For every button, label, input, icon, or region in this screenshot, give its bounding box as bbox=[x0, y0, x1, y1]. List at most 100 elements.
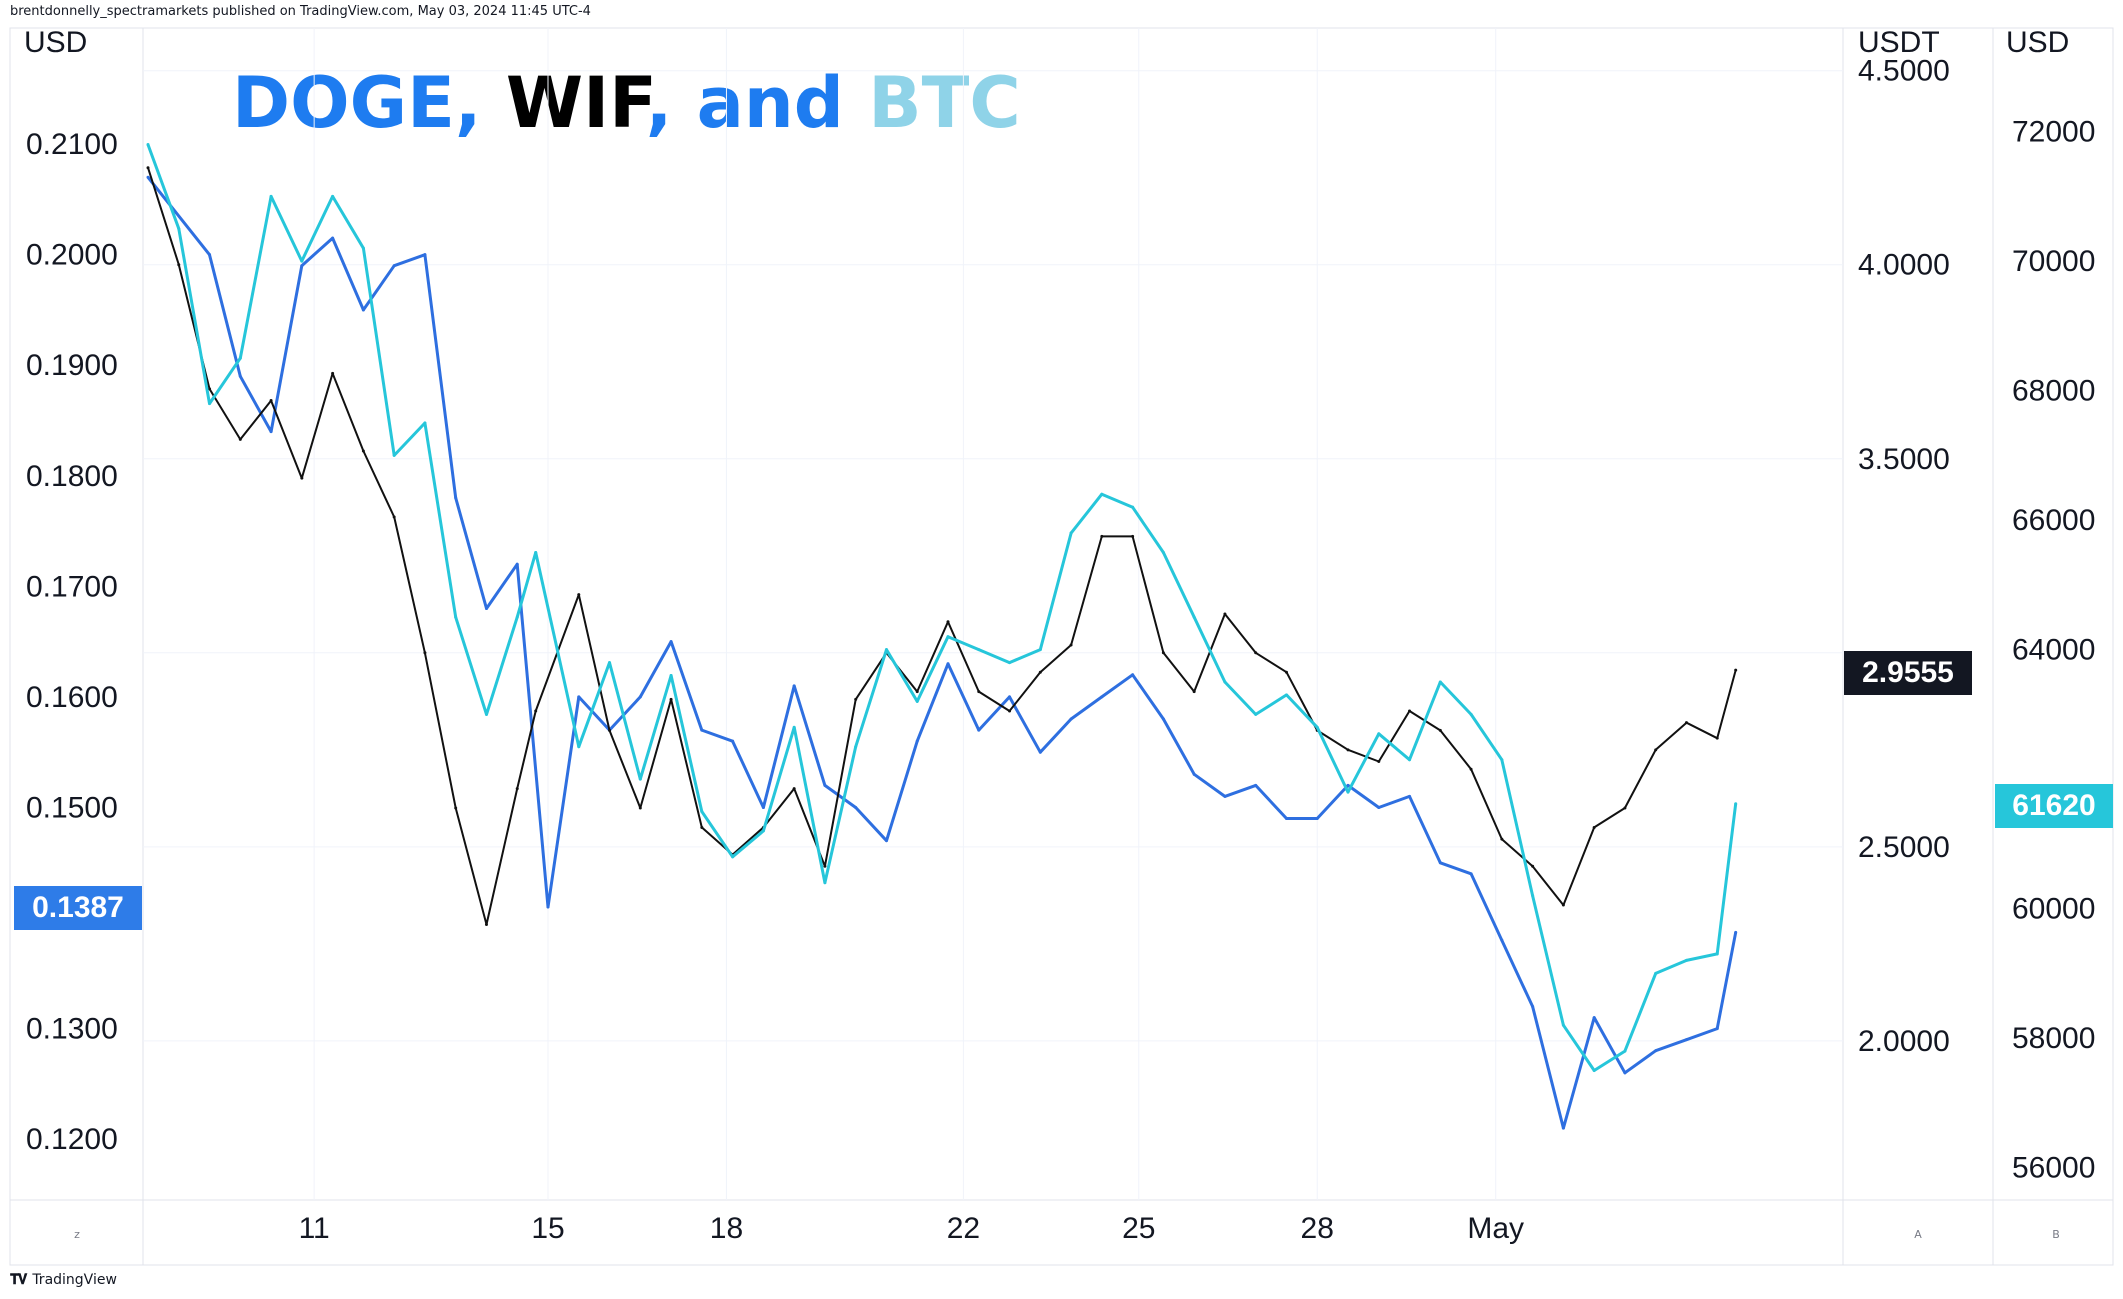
data-point-wif bbox=[361, 449, 365, 453]
data-point-doge bbox=[1500, 938, 1504, 942]
data-point-btc bbox=[1131, 505, 1135, 509]
mid-axis-tick-label: 2.5000 bbox=[1858, 831, 1950, 864]
data-point-wif bbox=[1438, 728, 1442, 732]
data-point-btc bbox=[577, 745, 581, 749]
data-point-doge bbox=[792, 684, 796, 688]
series-line-doge bbox=[146, 176, 1738, 1130]
data-point-doge bbox=[1192, 772, 1196, 776]
data-point-doge bbox=[208, 253, 212, 257]
data-point-wif bbox=[1038, 670, 1042, 674]
mid-axis-tick-label: 3.5000 bbox=[1858, 443, 1950, 476]
data-point-doge bbox=[1438, 861, 1442, 865]
data-point-btc bbox=[454, 615, 458, 619]
data-point-btc bbox=[1469, 712, 1473, 716]
data-point-btc bbox=[1561, 1023, 1565, 1027]
data-point-wif bbox=[823, 864, 827, 868]
data-point-doge bbox=[1284, 817, 1288, 821]
data-point-doge bbox=[1561, 1126, 1565, 1130]
chart-frame bbox=[9, 27, 2114, 1201]
data-point-btc bbox=[1715, 952, 1719, 956]
data-point-wif bbox=[1284, 670, 1288, 674]
data-point-doge bbox=[1684, 1038, 1688, 1042]
data-point-doge bbox=[577, 695, 581, 699]
data-point-doge bbox=[1069, 717, 1073, 721]
left-axis-tick-label: 0.1900 bbox=[26, 349, 118, 382]
data-point-btc bbox=[1038, 648, 1042, 652]
data-point-wif bbox=[331, 371, 335, 375]
footer-brand-label: TradingView bbox=[32, 1272, 117, 1288]
right-axis-tick-label: 70000 bbox=[2012, 245, 2095, 278]
data-point-wif bbox=[146, 166, 150, 170]
mid-scale-button[interactable]: A bbox=[1914, 1228, 1922, 1241]
doge-price-badge: 0.1387 bbox=[14, 886, 142, 930]
x-axis-tick-label: May bbox=[1467, 1212, 1524, 1245]
mid-axis-tick-label: 4.0000 bbox=[1858, 249, 1950, 282]
data-point-btc bbox=[1161, 550, 1165, 554]
data-point-btc bbox=[977, 648, 981, 652]
data-point-btc bbox=[238, 356, 242, 360]
data-point-wif bbox=[392, 515, 396, 519]
data-point-btc bbox=[1223, 680, 1227, 684]
right-axis-tick-label: 64000 bbox=[2012, 634, 2095, 667]
data-point-btc bbox=[331, 194, 335, 198]
btc-price-badge: 61620 bbox=[1995, 784, 2113, 828]
data-point-btc bbox=[1408, 758, 1412, 762]
data-point-doge bbox=[1100, 695, 1104, 699]
right-axis-tick-label: 58000 bbox=[2012, 1022, 2095, 1055]
data-point-doge bbox=[1131, 673, 1135, 677]
data-point-btc bbox=[1008, 661, 1012, 665]
data-point-wif bbox=[238, 437, 242, 441]
data-point-doge bbox=[1315, 817, 1319, 821]
data-point-doge bbox=[1469, 872, 1473, 876]
data-point-wif bbox=[1561, 903, 1565, 907]
data-point-wif bbox=[977, 690, 981, 694]
data-point-doge bbox=[823, 783, 827, 787]
left-axis-tick-label: 0.2000 bbox=[26, 239, 118, 272]
left-axis-tick-label: 0.1300 bbox=[26, 1013, 118, 1046]
data-point-btc bbox=[669, 674, 673, 678]
data-point-btc bbox=[392, 453, 396, 457]
title-part-0: DOGE bbox=[232, 62, 455, 144]
x-axis-tick-label: 18 bbox=[710, 1212, 743, 1245]
data-point-doge bbox=[546, 905, 550, 909]
data-point-doge bbox=[731, 739, 735, 743]
data-point-btc bbox=[731, 855, 735, 859]
data-point-wif bbox=[1684, 721, 1688, 725]
x-axis-tick-label: 28 bbox=[1301, 1212, 1334, 1245]
data-point-btc bbox=[884, 648, 888, 652]
data-point-btc bbox=[1654, 971, 1658, 975]
left-scale-button[interactable]: z bbox=[74, 1228, 80, 1241]
data-point-doge bbox=[1346, 783, 1350, 787]
data-point-wif bbox=[454, 806, 458, 810]
data-point-btc bbox=[638, 777, 642, 781]
right-scale-button[interactable]: B bbox=[2052, 1228, 2060, 1241]
outer-frame bbox=[9, 27, 2114, 1266]
data-point-wif bbox=[1100, 534, 1104, 538]
x-axis-tick-label: 11 bbox=[299, 1212, 330, 1245]
data-point-doge bbox=[1223, 794, 1227, 798]
data-point-doge bbox=[915, 739, 919, 743]
data-point-doge bbox=[269, 430, 273, 434]
left-axis-tick-label: 0.1200 bbox=[26, 1123, 118, 1156]
data-point-wif bbox=[208, 387, 212, 391]
data-point-wif bbox=[1192, 690, 1196, 694]
data-point-wif bbox=[854, 697, 858, 701]
data-point-wif bbox=[792, 787, 796, 791]
data-point-doge bbox=[1008, 695, 1012, 699]
data-point-doge bbox=[669, 640, 673, 644]
right-axis-tick-label: 56000 bbox=[2012, 1152, 2095, 1185]
data-point-wif bbox=[1500, 837, 1504, 841]
data-point-doge bbox=[454, 496, 458, 500]
data-point-wif bbox=[1069, 643, 1073, 647]
data-point-wif bbox=[669, 697, 673, 701]
data-point-wif bbox=[1223, 612, 1227, 616]
data-point-btc bbox=[1254, 712, 1258, 716]
data-point-doge bbox=[1531, 1005, 1535, 1009]
footer-brand[interactable]: 𝐓𝐕 TradingView bbox=[10, 1272, 117, 1288]
data-point-wif bbox=[700, 825, 704, 829]
data-point-btc bbox=[1377, 732, 1381, 736]
x-axis-tick-label: 22 bbox=[947, 1212, 980, 1245]
left-axis-unit: USD bbox=[24, 26, 88, 59]
data-point-doge bbox=[884, 839, 888, 843]
